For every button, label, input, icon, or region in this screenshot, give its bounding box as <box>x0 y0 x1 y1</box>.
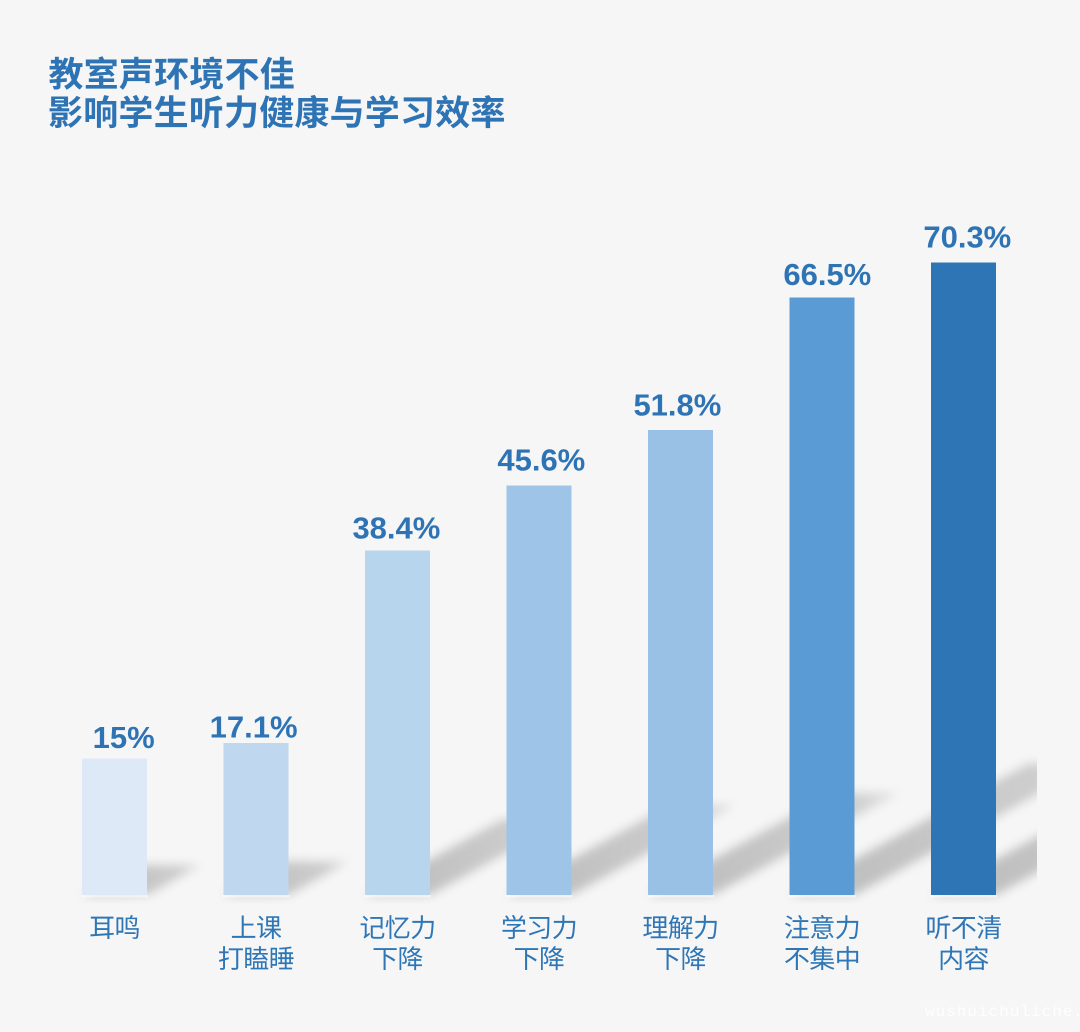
svg-text:wushuichuliche.com: wushuichuliche.com <box>925 1003 1080 1021</box>
svg-text:66.5%: 66.5% <box>783 257 871 292</box>
svg-text:70.3%: 70.3% <box>923 220 1011 255</box>
svg-text:15%: 15% <box>93 720 155 755</box>
svg-text:51.8%: 51.8% <box>633 388 721 423</box>
svg-text:38.4%: 38.4% <box>352 511 440 546</box>
svg-text:45.6%: 45.6% <box>497 443 585 478</box>
svg-text:17.1%: 17.1% <box>210 710 298 745</box>
